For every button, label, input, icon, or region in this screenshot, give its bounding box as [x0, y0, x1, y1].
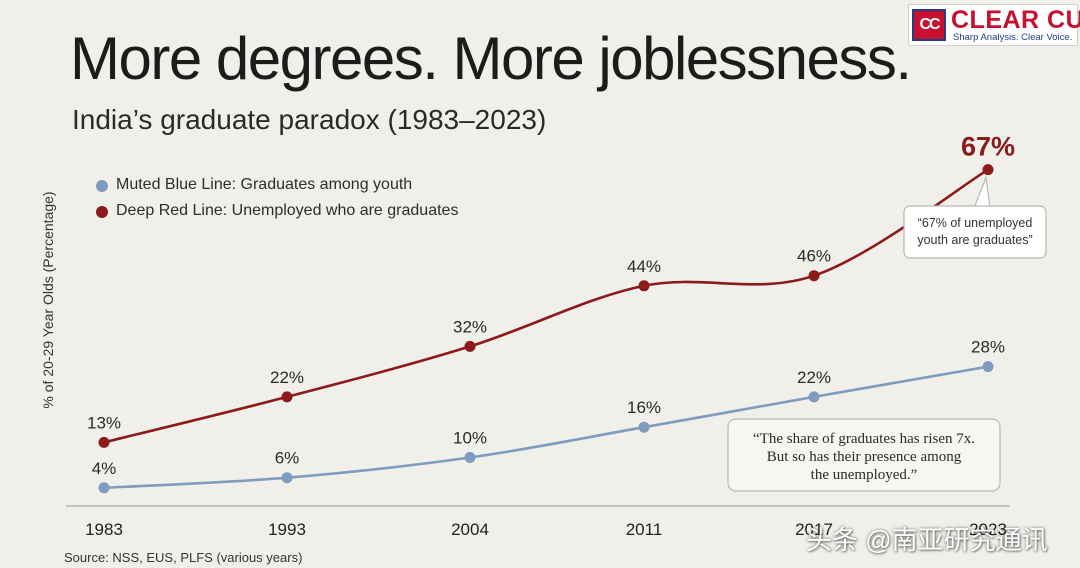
x-tick-label-2023: 2023	[969, 520, 1007, 539]
x-tick-label-2004: 2004	[451, 520, 489, 539]
data-label-blue-2023: 28%	[971, 338, 1005, 357]
red-callout-line-0: “67% of unemployed	[918, 216, 1033, 230]
source-note: Source: NSS, EUS, PLFS (various years)	[64, 550, 303, 565]
x-tick-label-1983: 1983	[85, 520, 123, 539]
legend-item-red: Deep Red Line: Unemployed who are gradua…	[96, 202, 516, 228]
x-tick-label-1993: 1993	[268, 520, 306, 539]
legend-dot-red-icon	[96, 206, 108, 218]
data-point-red-1983	[98, 436, 110, 448]
data-label-red-1993: 22%	[270, 368, 304, 387]
data-point-blue-2011	[638, 421, 650, 433]
data-point-blue-1983	[98, 482, 110, 494]
legend-label-blue: Muted Blue Line: Graduates among youth	[116, 176, 413, 193]
data-label-blue-2004: 10%	[453, 429, 487, 448]
data-label-red-2023: 67%	[961, 132, 1015, 162]
data-point-red-2023	[982, 164, 994, 176]
x-tick-label-2011: 2011	[626, 520, 663, 539]
data-point-blue-2017	[808, 391, 820, 403]
red-callout-line-1: youth are graduates”	[917, 233, 1032, 247]
data-point-red-2011	[638, 280, 650, 292]
data-label-red-2017: 46%	[797, 247, 831, 266]
data-label-blue-2011: 16%	[627, 398, 661, 417]
data-point-red-2017	[808, 270, 820, 282]
legend-item-blue: Muted Blue Line: Graduates among youth	[96, 176, 516, 202]
logo-mark-icon: CC	[912, 9, 946, 41]
blue-callout-box	[727, 418, 1001, 492]
series-line-red	[102, 168, 990, 444]
chart-legend: Muted Blue Line: Graduates among youth D…	[96, 176, 516, 228]
logo-tagline: Sharp Analysis. Clear Voice.	[953, 32, 1073, 43]
legend-dot-blue-icon	[96, 180, 108, 192]
data-label-blue-2017: 22%	[797, 368, 831, 387]
data-point-red-2004	[464, 340, 476, 352]
logo-name: CLEAR CUT	[951, 6, 1080, 34]
data-label-blue-1983: 4%	[92, 459, 117, 478]
chart-title: More degrees. More joblessness.	[70, 25, 912, 92]
brand-logo: CC CLEAR CUT Sharp Analysis. Clear Voice…	[908, 4, 1080, 46]
data-point-blue-2023	[982, 361, 994, 373]
red-callout-box	[903, 205, 1047, 259]
blue-callout-line-0: “The share of graduates has risen 7x.	[753, 431, 975, 447]
data-label-red-2004: 32%	[453, 317, 487, 336]
data-point-blue-1993	[281, 472, 293, 484]
legend-label-red: Deep Red Line: Unemployed who are gradua…	[116, 202, 459, 219]
data-point-blue-2004	[464, 452, 476, 463]
watermark: 头条 @南亚研究通讯	[806, 525, 1048, 555]
data-label-blue-1993: 6%	[275, 449, 300, 468]
data-label-red-2011: 44%	[627, 257, 661, 276]
x-tick-label-2017: 2017	[795, 520, 833, 539]
series-line-blue	[102, 365, 990, 490]
blue-callout-line-1: But so has their presence among	[767, 449, 962, 465]
blue-callout-line-2: the unemployed.”	[811, 467, 918, 483]
chart-subtitle: India’s graduate paradox (1983–2023)	[72, 104, 547, 135]
data-point-red-1993	[281, 391, 293, 403]
data-label-red-1983: 13%	[87, 413, 121, 432]
red-callout-pointer	[973, 175, 991, 209]
